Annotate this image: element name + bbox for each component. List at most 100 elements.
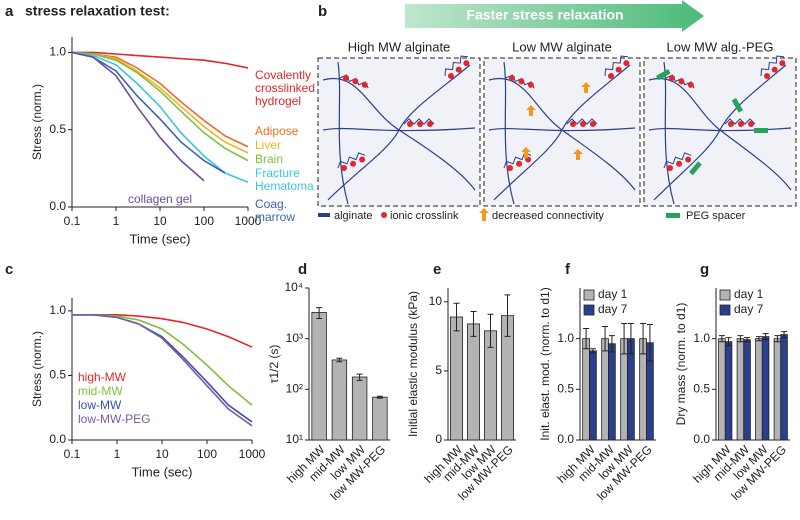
y-tick-label: 0.5 [49, 368, 66, 382]
panel-letter: f [565, 261, 571, 278]
x-tick-label: 10 [155, 447, 169, 461]
y-axis-label: Dry mass (norm. to d1) [674, 303, 688, 426]
legend-swatch [719, 304, 731, 316]
y-tick-label: 0.0 [49, 432, 66, 446]
error-bar [781, 331, 788, 339]
y-axis-label: Initial elastic modulus (kPa) [406, 291, 420, 437]
y-tick-label: 0.5 [693, 382, 710, 396]
crosslink [343, 75, 349, 81]
zigzag [444, 55, 469, 77]
x-tick-label: 1000 [235, 214, 262, 228]
peg-spacer [689, 161, 702, 176]
y-tick-label: 0 [435, 432, 442, 446]
bar [311, 311, 327, 441]
error-bar [646, 323, 653, 362]
legend-label: high-MW [78, 370, 127, 384]
error-bar [737, 335, 744, 343]
x-axis-label: Time (sec) [130, 231, 191, 246]
bar [755, 338, 763, 441]
bar [589, 350, 597, 441]
zigzag [403, 118, 435, 125]
panel-letter: g [700, 261, 709, 278]
line [71, 51, 249, 162]
error-bar [316, 307, 323, 320]
y-tick-label: 10¹ [286, 432, 303, 446]
zigzag [604, 55, 629, 77]
crosslink [516, 160, 523, 167]
series-label: Coag. marrow [255, 197, 296, 224]
crosslink [685, 156, 692, 163]
x-tick-label: 1 [113, 214, 120, 228]
legend-label: low-MW [78, 398, 122, 412]
crosslink [678, 78, 685, 85]
diagram [322, 55, 792, 205]
y-tick-label: 1.0 [49, 303, 66, 317]
legend-swatch [318, 213, 330, 217]
peg-spacer [656, 69, 671, 81]
line [71, 51, 249, 184]
line [72, 51, 249, 69]
panel-letter: c [5, 261, 13, 278]
error-bar [762, 333, 769, 341]
box-header: Low MW alginate [512, 39, 612, 54]
x-tick-label: 0.1 [64, 214, 81, 228]
crosslink [507, 165, 513, 171]
legend-label: decreased connectivity [492, 210, 604, 222]
legend-label: low-MW-PEG [78, 412, 150, 426]
crosslink [687, 81, 694, 88]
x-tick-label: 1 [114, 447, 121, 461]
zigzag [663, 152, 692, 169]
series-label: Fracture Hematoma [255, 166, 314, 193]
error-bar [621, 322, 628, 355]
legend-label: mid-MW [78, 384, 123, 398]
crosslink [359, 156, 366, 163]
legend-label: day 7 [598, 302, 628, 316]
legend-swatch [381, 212, 387, 218]
panel-letter: b [318, 3, 327, 20]
error-bar [376, 395, 383, 399]
error-bar [470, 310, 477, 337]
bar [331, 359, 348, 441]
box [483, 57, 641, 207]
x-axis-label: Time (sec) [132, 464, 193, 479]
legend-label: PEG spacer [686, 210, 746, 222]
crosslink [764, 73, 770, 79]
box [643, 57, 797, 207]
crosslink [427, 121, 433, 127]
legend-label: day 1 [734, 287, 764, 301]
bar [761, 336, 770, 441]
connectivity-arrow [573, 149, 583, 160]
crosslink [527, 81, 534, 88]
box [317, 57, 481, 207]
crosslink [590, 121, 596, 127]
crosslink [448, 73, 454, 79]
crosslink [728, 121, 734, 127]
alginate-chain [322, 127, 476, 132]
crosslink [455, 66, 462, 73]
y-tick-label: 0.5 [49, 122, 66, 136]
crosslink [667, 165, 673, 171]
series-label: Liver [255, 138, 282, 152]
error-bar [744, 337, 751, 343]
legend-swatch [666, 213, 680, 218]
legend-label: day 1 [598, 287, 628, 301]
crosslink [463, 60, 470, 67]
error-bar [627, 322, 634, 355]
crosslink [361, 81, 368, 88]
crosslink [350, 160, 357, 167]
crosslink [525, 156, 532, 163]
error-bar [774, 335, 781, 343]
panel-letter: a [5, 3, 14, 20]
legend-swatch [719, 289, 731, 301]
crosslink [779, 60, 786, 67]
y-axis-label: Stress (norm.) [30, 331, 44, 407]
y-tick-label: 1.0 [49, 45, 66, 59]
box-header: High MW alginate [348, 39, 451, 54]
y-tick-label: 1.0 [693, 331, 710, 345]
alginate-chain [337, 61, 349, 205]
bar [736, 338, 745, 441]
bar [724, 341, 733, 441]
zigzag [505, 74, 535, 89]
crosslink [669, 75, 675, 81]
